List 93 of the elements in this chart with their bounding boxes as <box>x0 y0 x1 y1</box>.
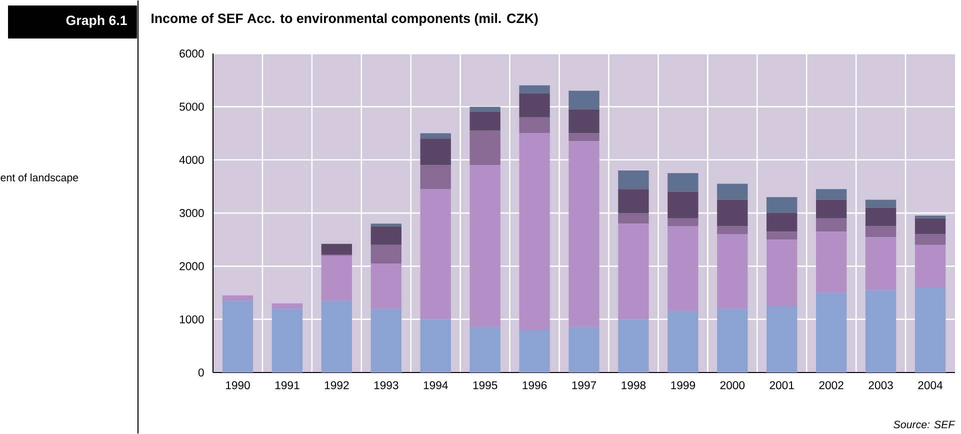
y-tick-label: 1000 <box>180 315 204 324</box>
x-tick-label: 2003 <box>868 381 893 390</box>
x-tick-label: 1990 <box>226 381 250 390</box>
x-tick-label: 1995 <box>473 381 498 390</box>
bar <box>618 170 649 190</box>
bar <box>321 256 352 301</box>
bar <box>519 85 550 94</box>
x-tick-label: 2004 <box>918 381 943 390</box>
bar <box>568 90 600 110</box>
bar <box>222 300 254 372</box>
bar <box>668 173 698 192</box>
bar <box>618 189 649 214</box>
bar <box>766 197 798 214</box>
bar <box>568 109 600 134</box>
bar <box>914 287 946 372</box>
bar <box>668 218 698 226</box>
bar <box>865 208 896 226</box>
bar <box>914 234 946 245</box>
x-tick-label: 2001 <box>770 381 794 390</box>
bar <box>222 295 254 301</box>
bar <box>717 184 748 200</box>
x-tick-label: 2000 <box>720 381 745 390</box>
bar <box>470 112 500 131</box>
y-tick-label: 3000 <box>180 209 204 218</box>
bar <box>568 327 600 372</box>
bar <box>816 218 847 232</box>
y-tick-label: 4000 <box>179 156 204 164</box>
bar <box>519 330 550 372</box>
bar <box>618 213 649 224</box>
bar <box>321 244 352 254</box>
bar <box>519 133 550 330</box>
bar <box>668 192 698 218</box>
bar <box>914 244 946 288</box>
bar <box>568 133 600 142</box>
bar <box>321 300 352 372</box>
bar <box>668 311 698 372</box>
bar <box>272 303 303 309</box>
bar <box>420 319 451 372</box>
bar <box>420 165 451 190</box>
bar <box>370 226 402 245</box>
bar <box>370 244 402 264</box>
bar <box>470 327 500 372</box>
bar <box>618 224 649 320</box>
bar <box>865 200 896 208</box>
bar <box>816 292 847 372</box>
bar <box>370 308 402 372</box>
x-tick-label: 1998 <box>622 381 646 390</box>
bar <box>766 306 798 372</box>
x-tick-label: 1993 <box>374 381 398 390</box>
bar <box>717 200 748 226</box>
chart-title: Income of SEF Acc. to environmental components (mil. CZK) <box>152 13 538 26</box>
y-tick-label: 6000 <box>180 50 204 58</box>
bar <box>272 308 303 372</box>
bar <box>816 189 847 200</box>
bar <box>865 226 896 237</box>
bar <box>370 224 402 226</box>
bar <box>865 290 896 372</box>
bar <box>717 234 748 309</box>
x-tick-label: 1991 <box>275 381 300 390</box>
x-tick-label: 1999 <box>671 381 695 390</box>
x-tick-label: 1992 <box>324 381 349 390</box>
bar <box>420 133 451 139</box>
x-tick-label: 1997 <box>572 381 596 390</box>
bar <box>816 232 847 293</box>
bar <box>766 213 798 232</box>
bar <box>420 189 451 320</box>
source-note: Source: SEF <box>894 420 956 428</box>
y-tick-label: 5000 <box>180 102 204 111</box>
text: ent of landscape <box>0 174 78 184</box>
bar <box>519 117 550 134</box>
x-tick-label: 2002 <box>819 381 844 390</box>
y-tick-label: 0 <box>198 368 204 377</box>
bar <box>470 130 500 166</box>
x-tick-label: 1994 <box>424 381 448 390</box>
bar <box>717 308 748 372</box>
x-tick-label: 1996 <box>522 381 547 390</box>
bar <box>766 240 798 306</box>
bar <box>816 200 847 218</box>
bar <box>766 232 798 240</box>
bar <box>865 236 896 290</box>
bar <box>914 218 946 234</box>
caption: Graph 6.1 <box>66 15 127 28</box>
bar <box>519 93 550 118</box>
bar <box>370 264 402 309</box>
bar <box>420 138 451 166</box>
bar <box>668 226 698 312</box>
bar <box>470 165 500 328</box>
bar <box>717 226 748 234</box>
bar <box>618 319 649 372</box>
bar <box>914 216 946 218</box>
bar <box>470 106 500 112</box>
y-tick-label: 2000 <box>180 262 204 270</box>
bar <box>568 141 600 328</box>
